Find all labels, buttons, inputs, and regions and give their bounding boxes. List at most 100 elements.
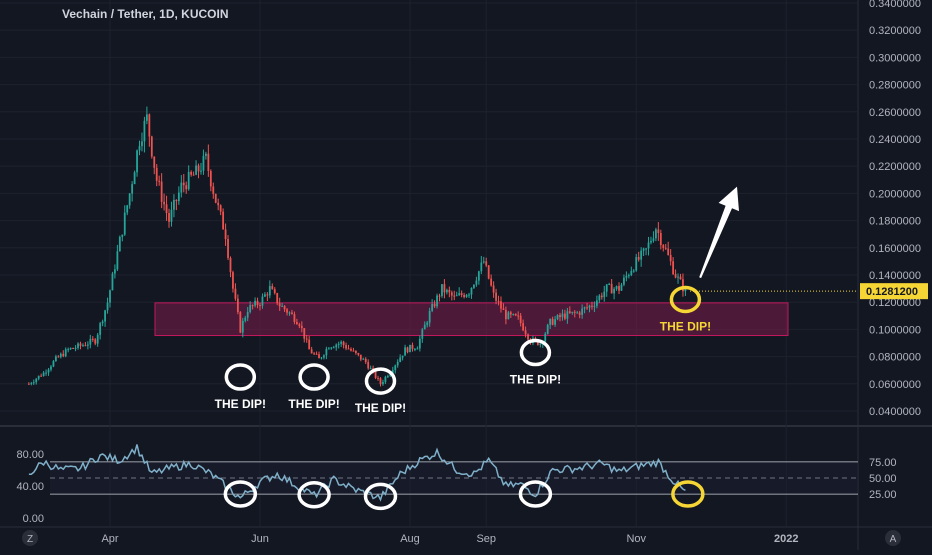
candle-body <box>657 229 660 234</box>
candle-body <box>473 284 475 288</box>
candle-body <box>335 344 338 348</box>
price-tick-label: 0.1600000 <box>869 243 921 255</box>
candle-body <box>185 185 188 190</box>
candle-body <box>195 165 197 175</box>
time-tick-label: 2022 <box>774 533 798 545</box>
candle-body <box>608 283 611 285</box>
candle-body <box>67 349 70 351</box>
candle-body <box>573 311 576 313</box>
candle-body <box>291 312 293 315</box>
candle-body <box>647 242 650 249</box>
candle-body <box>561 313 564 318</box>
candle-body <box>482 261 485 263</box>
candle-body <box>57 356 60 358</box>
candle-body <box>165 204 168 214</box>
indicator-circle <box>223 480 258 508</box>
candle-body <box>551 318 554 325</box>
candle-body <box>305 338 308 340</box>
candle-body <box>517 315 520 317</box>
time-tick-label: Nov <box>626 533 646 545</box>
indicator-right-tick: 50.00 <box>869 473 897 485</box>
auto-button[interactable]: A <box>890 534 897 545</box>
candle-body <box>662 245 665 248</box>
candle-body <box>593 305 596 307</box>
indicator-right-tick: 25.00 <box>869 489 897 501</box>
candle-body <box>55 356 57 362</box>
candle-body <box>283 305 286 310</box>
candle-body <box>645 248 647 250</box>
candle-body <box>426 322 429 325</box>
candle-body <box>588 305 591 308</box>
candle-body <box>318 354 320 359</box>
candle-body <box>581 308 584 315</box>
candle-body <box>45 372 47 374</box>
candle-body <box>158 180 161 182</box>
price-tick-label: 0.3000000 <box>869 52 921 64</box>
candle-body <box>642 248 645 251</box>
candle-body <box>564 313 566 319</box>
candle-body <box>288 312 291 314</box>
candle-body <box>591 305 593 307</box>
candle-body <box>576 312 579 314</box>
candle-body <box>507 312 510 320</box>
candle-body <box>246 311 249 318</box>
candle-body <box>664 247 667 249</box>
candle-body <box>234 288 237 299</box>
candle-body <box>114 269 116 274</box>
candle-body <box>222 211 225 230</box>
dip-label: THE DIP! <box>288 397 339 411</box>
candle-body <box>128 193 131 206</box>
candle-body <box>458 293 461 296</box>
candle-body <box>431 304 434 311</box>
candle-body <box>224 229 227 240</box>
candle-body <box>475 280 478 285</box>
candle-body <box>313 353 315 355</box>
candle-body <box>273 289 276 294</box>
z-button-bg[interactable] <box>22 530 38 546</box>
candle-body <box>556 315 559 320</box>
indicator-layer <box>28 444 858 511</box>
candle-body <box>249 305 252 312</box>
candle-body <box>559 315 561 318</box>
candle-body <box>40 375 43 377</box>
candle-body <box>327 348 330 350</box>
candle-body <box>293 314 296 322</box>
time-tick-label: Jun <box>251 533 269 545</box>
candle-body <box>369 368 372 370</box>
candle-body <box>495 292 497 301</box>
candle-body <box>406 347 409 353</box>
candle-body <box>50 366 52 370</box>
z-button[interactable]: Z <box>27 534 33 545</box>
price-tick-label: 0.1000000 <box>869 324 921 336</box>
price-tick-label: 0.1800000 <box>869 216 921 228</box>
time-axis[interactable]: Apr Jun Aug Sep Nov 2022 <box>101 533 798 545</box>
candle-body <box>266 294 269 296</box>
candle-body <box>74 347 77 349</box>
price-tick-label: 0.3400000 <box>869 0 921 10</box>
price-tick-label: 0.0800000 <box>869 352 921 364</box>
candle-body <box>180 182 183 193</box>
candle-body <box>674 274 677 278</box>
candle-body <box>568 311 571 313</box>
candle-body <box>143 120 146 142</box>
price-tick-label: 0.2400000 <box>869 134 921 146</box>
candle-body <box>232 272 234 289</box>
candle-body <box>217 202 220 206</box>
candle-body <box>264 294 266 297</box>
candle-body <box>340 341 343 344</box>
candle-body <box>175 199 178 202</box>
candle-body <box>487 265 490 279</box>
candle-body <box>436 295 438 307</box>
candle-body <box>546 324 549 334</box>
candle-body <box>445 289 448 293</box>
price-axis[interactable]: 0.0400000 0.0600000 0.0800000 0.1000000 0.12… <box>860 0 928 418</box>
candle-body <box>490 278 493 286</box>
candle-body <box>278 303 281 307</box>
candle-body <box>414 349 416 351</box>
candle-body <box>362 358 365 360</box>
auto-button-bg[interactable] <box>885 530 901 546</box>
candle-body <box>209 170 212 187</box>
candle-body <box>416 348 419 350</box>
